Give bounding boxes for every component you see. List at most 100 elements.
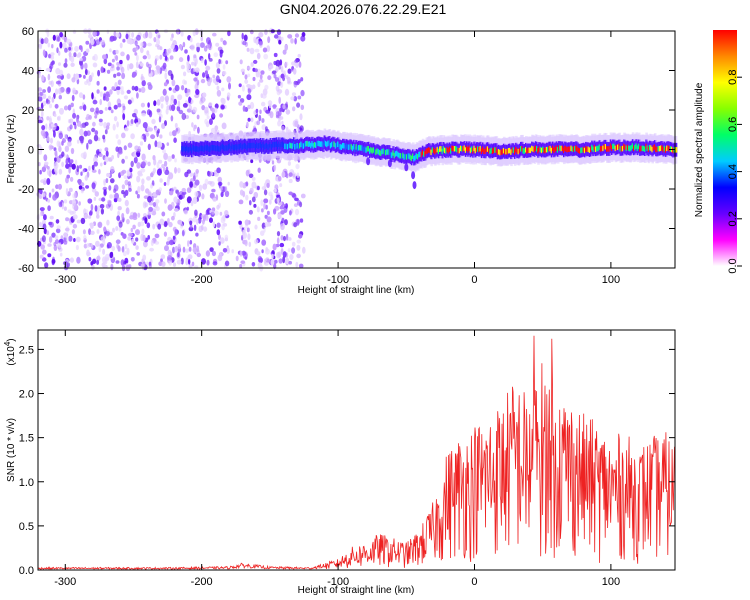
noise-speckle <box>242 71 245 76</box>
noise-speckle <box>267 100 273 106</box>
noise-speckle <box>282 251 287 258</box>
band-center <box>462 146 465 152</box>
noise-speckle <box>133 156 138 164</box>
noise-speckle <box>281 171 286 178</box>
snr-x-tick-label: -300 <box>54 576 76 588</box>
noise-speckle <box>266 210 270 216</box>
noise-speckle <box>157 223 162 230</box>
noise-speckle <box>127 142 133 148</box>
noise-speckle <box>246 121 249 128</box>
noise-speckle <box>103 58 108 65</box>
noise-speckle <box>133 152 136 159</box>
noise-speckle <box>58 50 61 56</box>
band-center <box>542 146 545 153</box>
noise-speckle <box>48 126 52 131</box>
noise-speckle <box>164 160 168 167</box>
noise-speckle <box>158 187 162 192</box>
noise-speckle <box>300 89 305 97</box>
noise-speckle <box>83 74 86 79</box>
noise-speckle <box>193 224 197 231</box>
noise-speckle <box>284 44 288 51</box>
noise-speckle <box>263 198 269 204</box>
noise-speckle <box>287 76 291 84</box>
noise-speckle <box>141 112 146 117</box>
noise-speckle <box>163 231 167 237</box>
noise-speckle <box>249 29 254 35</box>
noise-speckle <box>186 196 192 204</box>
noise-speckle <box>147 161 151 167</box>
noise-speckle <box>118 149 123 155</box>
noise-speckle <box>275 176 279 182</box>
noise-speckle <box>139 221 145 227</box>
noise-speckle <box>244 79 249 84</box>
noise-speckle <box>64 227 70 232</box>
noise-speckle <box>59 41 63 49</box>
snr-x-label: Height of straight line (km) <box>298 585 415 596</box>
noise-speckle <box>273 73 277 79</box>
noise-speckle <box>208 53 211 60</box>
noise-speckle <box>274 259 278 264</box>
noise-speckle <box>124 199 129 207</box>
noise-speckle <box>41 110 44 118</box>
noise-speckle <box>95 240 100 247</box>
noise-speckle <box>205 121 210 128</box>
noise-speckle <box>68 187 73 192</box>
noise-speckle <box>193 172 196 178</box>
noise-speckle <box>56 75 62 79</box>
noise-speckle <box>65 158 69 165</box>
noise-speckle <box>118 221 123 228</box>
noise-speckle <box>257 255 263 262</box>
noise-speckle <box>164 169 170 175</box>
noise-speckle <box>191 61 195 66</box>
noise-speckle <box>132 212 138 219</box>
noise-speckle <box>140 135 144 140</box>
noise-speckle <box>114 192 119 200</box>
snr-y-tick-label: 2.5 <box>19 344 34 356</box>
noise-speckle <box>259 109 262 115</box>
snr-series-line <box>37 335 675 571</box>
noise-speckle <box>196 45 200 53</box>
noise-speckle <box>145 132 150 137</box>
noise-speckle <box>79 128 84 136</box>
noise-speckle <box>174 246 179 253</box>
noise-speckle <box>156 130 159 138</box>
noise-speckle <box>109 231 113 236</box>
noise-speckle <box>51 44 54 49</box>
noise-speckle <box>160 258 163 263</box>
noise-speckle <box>65 87 71 95</box>
noise-speckle <box>177 167 181 174</box>
noise-speckle <box>116 72 121 77</box>
noise-speckle <box>121 72 126 80</box>
noise-speckle <box>105 231 110 237</box>
noise-speckle <box>208 118 213 125</box>
noise-speckle <box>92 62 98 68</box>
noise-speckle <box>247 233 251 241</box>
noise-speckle <box>224 186 228 193</box>
noise-speckle <box>127 99 132 105</box>
noise-speckle <box>174 122 178 129</box>
noise-speckle <box>181 187 186 193</box>
noise-speckle <box>39 169 42 175</box>
noise-speckle <box>124 243 128 250</box>
noise-speckle <box>297 95 302 100</box>
noise-speckle <box>280 81 284 88</box>
noise-speckle <box>95 39 101 46</box>
noise-speckle <box>199 42 205 48</box>
noise-speckle <box>296 244 301 251</box>
noise-speckle <box>156 108 161 113</box>
noise-speckle <box>209 217 213 223</box>
noise-speckle <box>263 227 266 233</box>
noise-speckle <box>163 182 167 186</box>
noise-speckle <box>50 55 55 60</box>
noise-speckle <box>290 38 294 44</box>
noise-speckle <box>196 252 201 258</box>
noise-speckle <box>113 73 117 78</box>
noise-speckle <box>161 65 166 71</box>
noise-speckle <box>94 130 99 136</box>
noise-speckle <box>53 242 57 247</box>
noise-speckle <box>50 137 53 144</box>
noise-speckle <box>239 250 243 257</box>
noise-speckle <box>48 144 53 151</box>
noise-speckle <box>46 135 50 142</box>
noise-speckle <box>152 223 156 230</box>
